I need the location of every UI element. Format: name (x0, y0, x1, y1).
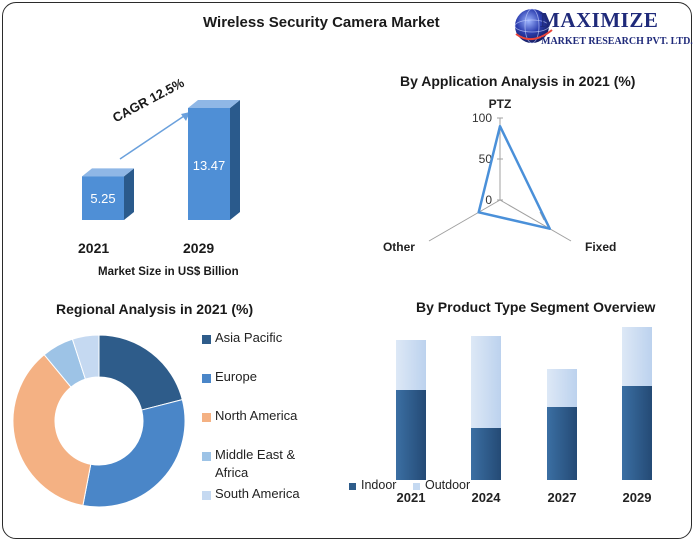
radar-tick-label: 50 (479, 152, 493, 166)
donut-slice-south-america (71, 334, 100, 380)
legend-swatch (202, 374, 211, 383)
stacked-tick-label: 2021 (397, 490, 426, 505)
cagr-arrow (119, 111, 191, 160)
stacked-legend-label: Indoor (361, 478, 397, 492)
radar-axis (428, 199, 501, 242)
bar-2029 (188, 100, 240, 220)
legend-swatch (202, 413, 211, 422)
stacked-title: By Product Type Segment Overview (416, 299, 656, 315)
stacked-bar-outdoor-2027 (547, 369, 577, 407)
legend-swatch (349, 483, 356, 490)
donut-legend-label: Africa (215, 465, 249, 480)
donut-legend-label: Europe (215, 369, 257, 384)
logo-globe-icon (514, 8, 553, 44)
stacked-bar-indoor-2027 (547, 407, 577, 480)
donut-chart (12, 334, 186, 508)
stacked-tick-label: 2027 (548, 490, 577, 505)
legend-swatch (202, 452, 211, 461)
logo-tagline: MARKET RESEARCH PVT. LTD. (541, 36, 693, 47)
stacked-bar-outdoor-2029 (622, 327, 652, 386)
radar-axis-label: Fixed (585, 240, 616, 254)
bar-value-label: 5.25 (90, 191, 115, 206)
page-title: Wireless Security Camera Market (203, 14, 440, 31)
radar-axis (499, 199, 572, 242)
market-size-chart: 5.25 13.47 (82, 100, 240, 220)
legend-swatch (202, 335, 211, 344)
stacked-bar-chart: 2021 2024 2027 2029 (396, 327, 652, 505)
bar-value-label: 13.47 (193, 158, 226, 173)
stacked-bar-outdoor-2024 (471, 336, 501, 428)
radar-title: By Application Analysis in 2021 (%) (400, 73, 636, 89)
radar-axis-label: PTZ (489, 97, 512, 111)
stacked-bar-outdoor-2021 (396, 340, 426, 390)
legend-swatch (202, 491, 211, 500)
stacked-tick-label: 2029 (623, 490, 652, 505)
radar-series (477, 124, 551, 230)
bar1-tick-2021: 2021 (78, 240, 110, 256)
stacked-bar-indoor-2029 (622, 386, 652, 480)
legend-swatch (413, 483, 420, 490)
bar1-xlabel: Market Size in US$ Billion (98, 266, 239, 278)
donut-legend-label: Asia Pacific (215, 330, 283, 345)
cagr-arrow-head (181, 112, 190, 121)
stacked-bar-indoor-2024 (471, 428, 501, 480)
radar-tick-label: 0 (485, 193, 492, 207)
stacked-bar-indoor-2021 (396, 390, 426, 480)
donut-slice-north-america (12, 354, 92, 507)
bar1-tick-2029: 2029 (183, 240, 215, 256)
logo-name: MAXIMIZE (540, 8, 659, 32)
donut-legend-label: Middle East & (215, 447, 296, 462)
bar-2021 (82, 168, 134, 220)
donut-slice-europe (82, 399, 186, 508)
donut-legend-label: North America (215, 408, 298, 423)
donut-slice-asia-pacific (98, 334, 183, 411)
donut-title: Regional Analysis in 2021 (%) (56, 301, 254, 317)
stacked-legend-label: Outdoor (425, 478, 471, 492)
radar-tick-label: 100 (472, 111, 492, 125)
stacked-tick-label: 2024 (472, 490, 502, 505)
donut-legend-label: South America (215, 486, 300, 501)
radar-axis-label: Other (383, 240, 415, 254)
